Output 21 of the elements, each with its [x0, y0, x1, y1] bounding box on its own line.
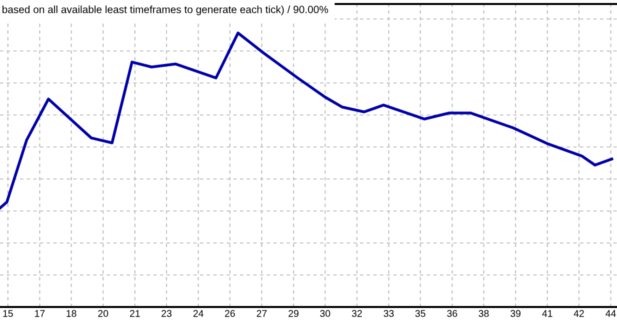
x-tick-label: 44 [606, 310, 616, 317]
x-tick-label: 30 [320, 310, 330, 317]
x-tick-label: 32 [352, 310, 362, 317]
x-tick-label: 24 [193, 310, 204, 317]
x-tick-label: 26 [225, 310, 235, 317]
x-tick-label: 20 [98, 310, 108, 317]
x-tick-label: 29 [288, 310, 298, 317]
x-tick-label: 42 [574, 310, 584, 317]
x-tick-label: 21 [130, 310, 140, 317]
chart-title: based on all available least timeframes to generate each tick) / 90.00% [2, 6, 328, 16]
x-tick-label: 18 [66, 310, 76, 317]
x-tick-label: 15 [3, 310, 13, 317]
x-tick-label: 33 [384, 310, 394, 317]
x-tick-label: 36 [447, 310, 458, 317]
x-tick-label: 27 [256, 310, 267, 317]
x-tick-label: 17 [35, 310, 45, 317]
x-tick-label: 39 [510, 310, 520, 317]
x-tick-label: 35 [415, 310, 426, 317]
x-tick-label: 23 [162, 310, 172, 317]
x-tick-label: 41 [542, 310, 552, 317]
x-tick-label: 38 [478, 310, 489, 317]
